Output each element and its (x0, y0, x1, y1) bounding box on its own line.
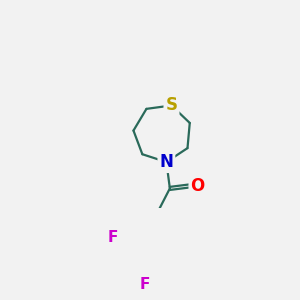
Text: N: N (160, 153, 173, 171)
Text: O: O (190, 177, 205, 195)
Text: F: F (140, 277, 150, 292)
Text: F: F (107, 230, 118, 245)
Text: S: S (166, 97, 178, 115)
